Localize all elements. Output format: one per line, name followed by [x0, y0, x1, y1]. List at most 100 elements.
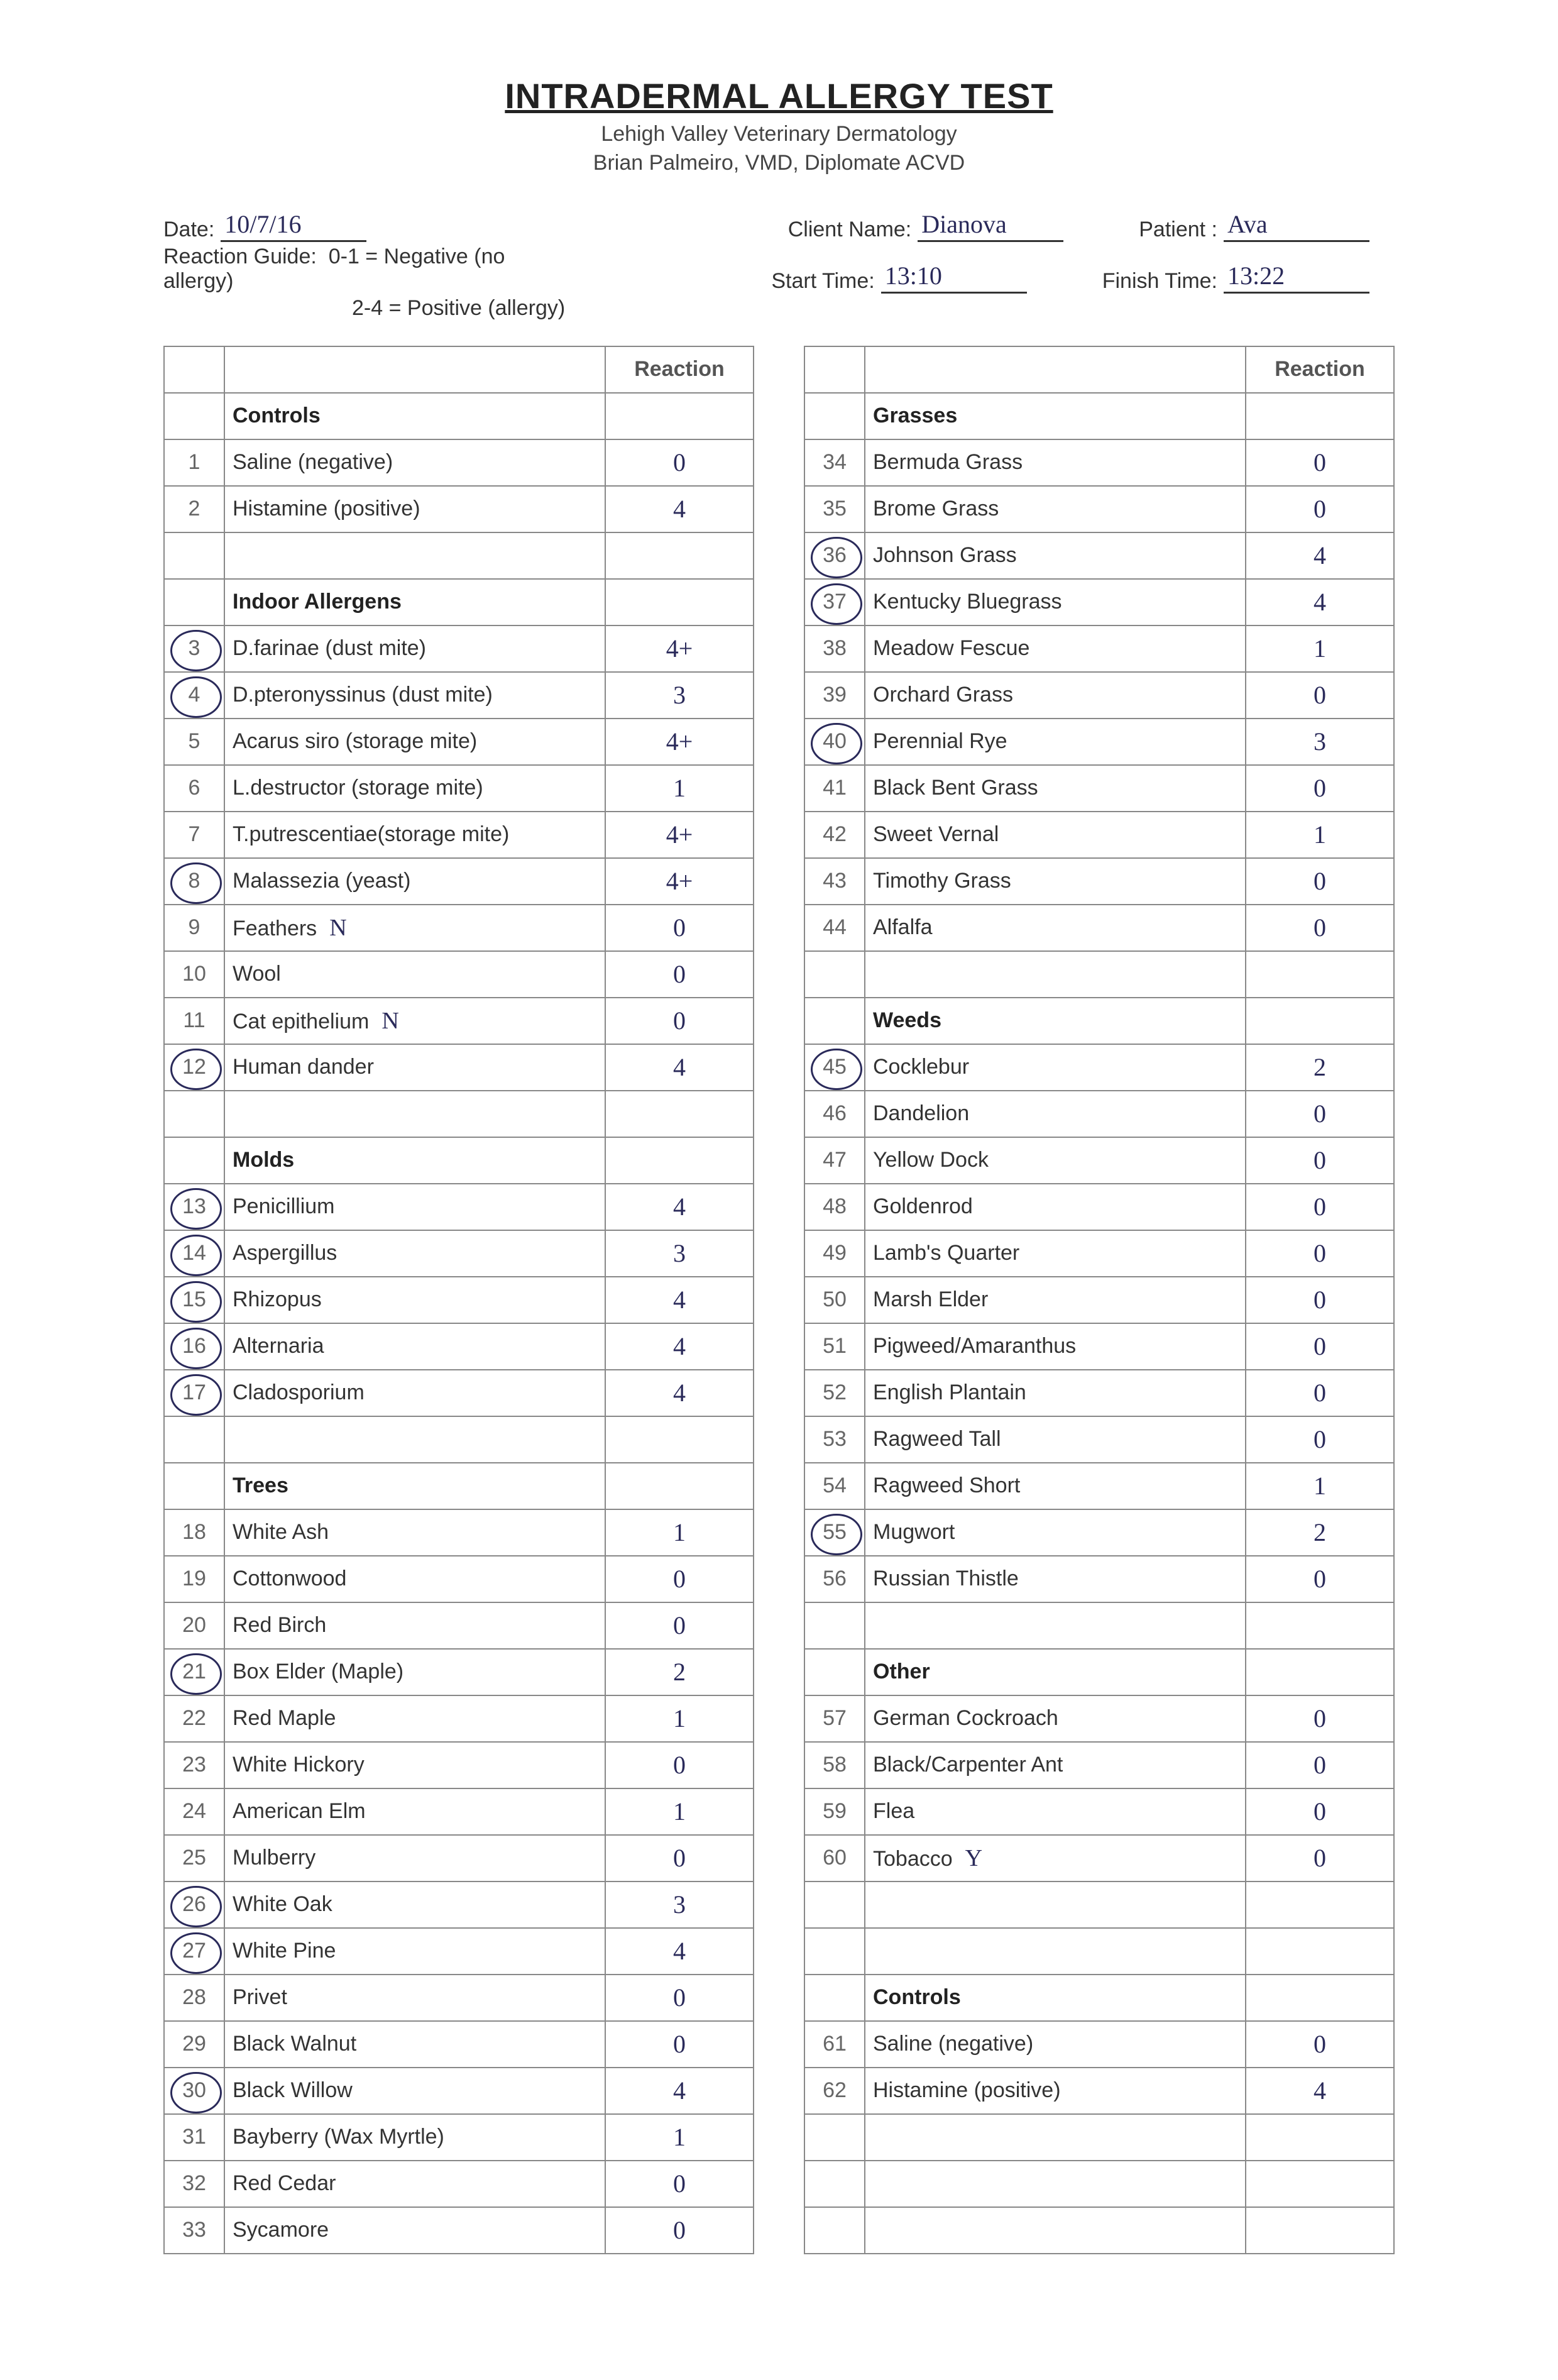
row-number: 1	[164, 439, 224, 486]
handwritten-annotation: Y	[953, 1845, 982, 1871]
row-number: 51	[804, 1323, 865, 1370]
reaction-value: 0	[605, 2021, 754, 2068]
table-row	[804, 2207, 1394, 2254]
allergen-name: Dandelion	[865, 1091, 1246, 1137]
reaction-value: 0	[1246, 765, 1394, 812]
reaction-value: 0	[1246, 1695, 1394, 1742]
allergen-name: Sycamore	[224, 2207, 605, 2254]
reaction-value: 1	[605, 1695, 754, 1742]
allergen-name	[224, 1416, 605, 1463]
row-number: 55	[804, 1509, 865, 1556]
row-number: 11	[164, 998, 224, 1044]
header-row-2: Reaction Guide: 0-1 = Negative (no aller…	[163, 245, 1395, 294]
reaction-value: 4	[605, 1928, 754, 1975]
table-row: 19Cottonwood0	[164, 1556, 754, 1602]
reaction-value: 4+	[605, 719, 754, 765]
allergen-name: Ragweed Tall	[865, 1416, 1246, 1463]
handwritten-annotation: N	[369, 1008, 398, 1034]
reaction-value	[1246, 2207, 1394, 2254]
allergen-name: Bermuda Grass	[865, 439, 1246, 486]
reaction-value: 2	[605, 1649, 754, 1695]
allergen-name: White Hickory	[224, 1742, 605, 1788]
patient-value: Ava	[1224, 209, 1369, 242]
allergen-table-right: Reaction Grasses34Bermuda Grass035Brome …	[804, 346, 1395, 2254]
row-number: 39	[804, 672, 865, 719]
allergen-name	[865, 1881, 1246, 1928]
allergen-name: Mulberry	[224, 1835, 605, 1881]
table-row	[164, 1416, 754, 1463]
table-row: 59Flea0	[804, 1788, 1394, 1835]
finish-time-field: Finish Time: 13:22	[1102, 261, 1369, 294]
row-number: 50	[804, 1277, 865, 1323]
row-number	[804, 2114, 865, 2161]
allergen-name: Mugwort	[865, 1509, 1246, 1556]
allergen-name: Rhizopus	[224, 1277, 605, 1323]
allergen-name: Meadow Fescue	[865, 625, 1246, 672]
allergen-name: Perennial Rye	[865, 719, 1246, 765]
reaction-value: 4+	[605, 858, 754, 905]
row-number: 45	[804, 1044, 865, 1091]
allergen-name	[865, 1928, 1246, 1975]
table-row: Grasses	[804, 393, 1394, 439]
row-number	[164, 1137, 224, 1184]
table-row: 5Acarus siro (storage mite)4+	[164, 719, 754, 765]
header-cell-reaction: Reaction	[1246, 346, 1394, 393]
row-number	[804, 1602, 865, 1649]
reaction-value: 0	[1246, 1742, 1394, 1788]
start-time-field: Start Time: 13:10	[771, 261, 1026, 294]
allergen-name: Acarus siro (storage mite)	[224, 719, 605, 765]
allergen-name: Malassezia (yeast)	[224, 858, 605, 905]
table-row: 1Saline (negative)0	[164, 439, 754, 486]
allergen-name: Black/Carpenter Ant	[865, 1742, 1246, 1788]
patient-label: Patient :	[1139, 218, 1217, 242]
row-number: 27	[164, 1928, 224, 1975]
row-number: 42	[804, 812, 865, 858]
reaction-value: 4	[1246, 2068, 1394, 2114]
row-number: 43	[804, 858, 865, 905]
reaction-value	[1246, 998, 1394, 1044]
allergen-name: Red Birch	[224, 1602, 605, 1649]
table-row	[164, 532, 754, 579]
reaction-value: 0	[605, 439, 754, 486]
reaction-value: 1	[605, 1788, 754, 1835]
table-row	[804, 1881, 1394, 1928]
table-row: 51Pigweed/Amaranthus0	[804, 1323, 1394, 1370]
row-number	[164, 1416, 224, 1463]
reaction-value	[1246, 1602, 1394, 1649]
allergen-name: Alfalfa	[865, 905, 1246, 951]
row-number: 61	[804, 2021, 865, 2068]
allergen-name	[865, 2161, 1246, 2207]
guide-left: Reaction Guide: 0-1 = Negative (no aller…	[163, 245, 574, 294]
allergen-name: Black Walnut	[224, 2021, 605, 2068]
allergen-name	[865, 951, 1246, 998]
finish-time-label: Finish Time:	[1102, 269, 1217, 294]
reaction-value	[1246, 2161, 1394, 2207]
table-row: 46Dandelion0	[804, 1091, 1394, 1137]
allergen-name: L.destructor (storage mite)	[224, 765, 605, 812]
reaction-value: 0	[1246, 486, 1394, 532]
allergen-name: Marsh Elder	[865, 1277, 1246, 1323]
table-row: Controls	[804, 1975, 1394, 2021]
reaction-value: 0	[605, 1742, 754, 1788]
table-row: 40Perennial Rye3	[804, 719, 1394, 765]
reaction-value: 0	[1246, 1788, 1394, 1835]
row-number: 33	[164, 2207, 224, 2254]
start-time-label: Start Time:	[771, 269, 874, 294]
row-number: 21	[164, 1649, 224, 1695]
reaction-value: 4+	[605, 625, 754, 672]
reaction-value: 0	[605, 2161, 754, 2207]
section-header: Weeds	[865, 998, 1246, 1044]
allergen-name: Pigweed/Amaranthus	[865, 1323, 1246, 1370]
allergen-name: Timothy Grass	[865, 858, 1246, 905]
reaction-value	[605, 1091, 754, 1137]
table-row: 44Alfalfa0	[804, 905, 1394, 951]
reaction-value	[605, 1463, 754, 1509]
table-row: 33Sycamore0	[164, 2207, 754, 2254]
row-number: 36	[804, 532, 865, 579]
header-cell-name	[865, 346, 1246, 393]
allergen-name: Histamine (positive)	[865, 2068, 1246, 2114]
table-row: 24American Elm1	[164, 1788, 754, 1835]
subtitle-line-1: Lehigh Valley Veterinary Dermatology	[601, 122, 957, 146]
table-row	[804, 1928, 1394, 1975]
table-row: 11Cat epitheliumN0	[164, 998, 754, 1044]
